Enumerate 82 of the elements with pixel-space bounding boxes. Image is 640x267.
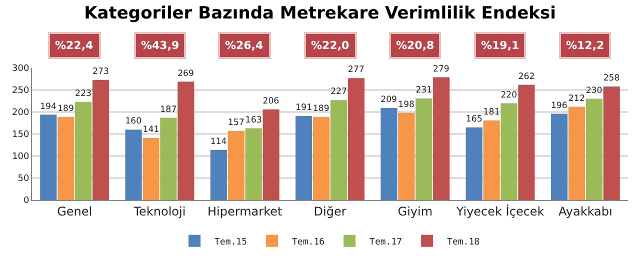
y-tick-label: 200 [12,108,30,118]
text: %22,0 [311,39,350,52]
bar [210,150,227,200]
x-tick-label: Genel [57,204,92,218]
bar [550,114,568,200]
bar [586,98,602,200]
data-label: 196 [550,100,568,111]
data-label: 277 [348,65,364,76]
data-label: 181 [483,107,500,118]
bar [75,102,92,200]
bar [312,116,330,200]
legend-label: Tem.16 [292,237,325,248]
data-label: 165 [466,114,482,125]
data-label: 230 [586,86,602,96]
data-label: 206 [262,96,280,107]
y-tick-label: 50 [18,174,30,184]
data-label: 231 [416,85,432,96]
text: %20,8 [396,39,434,52]
bar [416,98,432,200]
text: %43,9 [141,39,180,52]
bar [296,116,312,200]
bar [125,130,142,200]
y-tick-label: 100 [12,152,30,162]
bar [568,106,585,200]
bar [518,84,535,200]
x-tick-label: Giyim [398,204,433,218]
data-label: 191 [296,103,312,114]
legend-label: Tem.17 [370,237,402,248]
data-label: 157 [228,118,244,128]
data-label: 273 [92,66,110,77]
data-label: 187 [160,104,177,115]
y-tick-label: 0 [23,196,30,206]
data-label: 279 [433,64,450,74]
data-label: 220 [500,90,518,100]
data-label: 198 [398,100,414,110]
data-label: 209 [380,95,397,106]
bar [160,118,177,200]
data-label: 269 [178,68,194,79]
data-label: 258 [603,74,620,84]
bar [92,80,110,200]
bar [603,86,620,200]
legend-label: Tem.15 [214,237,248,248]
x-tick-label: Teknoloji [132,204,186,218]
y-tick-label: 300 [12,64,30,74]
bar [500,103,518,200]
bar [245,128,262,200]
y-tick-label: 250 [12,86,30,96]
data-label: 160 [125,116,142,127]
data-label: 212 [568,94,585,104]
bar [142,138,160,200]
bar [58,116,74,200]
bar [178,82,194,200]
x-tick-label: Yiyecek İçecek [455,204,544,218]
text: %22,4 [55,39,94,52]
bar [483,120,500,200]
legend-label: Tem.18 [447,237,480,248]
data-label: 163 [245,115,262,126]
bar [398,112,415,200]
text: %19,1 [481,39,520,52]
bar [466,127,482,200]
x-tick-label: Diğer [314,204,346,218]
data-label: 189 [312,104,330,114]
bar [433,77,450,200]
data-label: 262 [518,72,535,82]
bar [330,100,348,200]
chart-title: Kategoriler Bazında Metrekare Verimlilik Endeksi [84,4,556,24]
bar [380,108,398,200]
text: %26,4 [225,39,264,52]
data-label: 141 [142,125,160,136]
text: %12,2 [566,39,604,52]
y-tick-label: 150 [12,130,30,140]
x-tick-label: Hipermarket [208,204,282,218]
data-label: 223 [75,88,92,99]
data-label: 227 [330,87,348,98]
bar [228,130,244,200]
x-tick-label: Ayakkabı [558,204,612,218]
bar [40,114,57,200]
bar [348,78,364,200]
bar [262,109,280,200]
data-label: 114 [210,136,227,147]
data-label: 189 [58,104,74,114]
data-label: 194 [40,102,56,112]
